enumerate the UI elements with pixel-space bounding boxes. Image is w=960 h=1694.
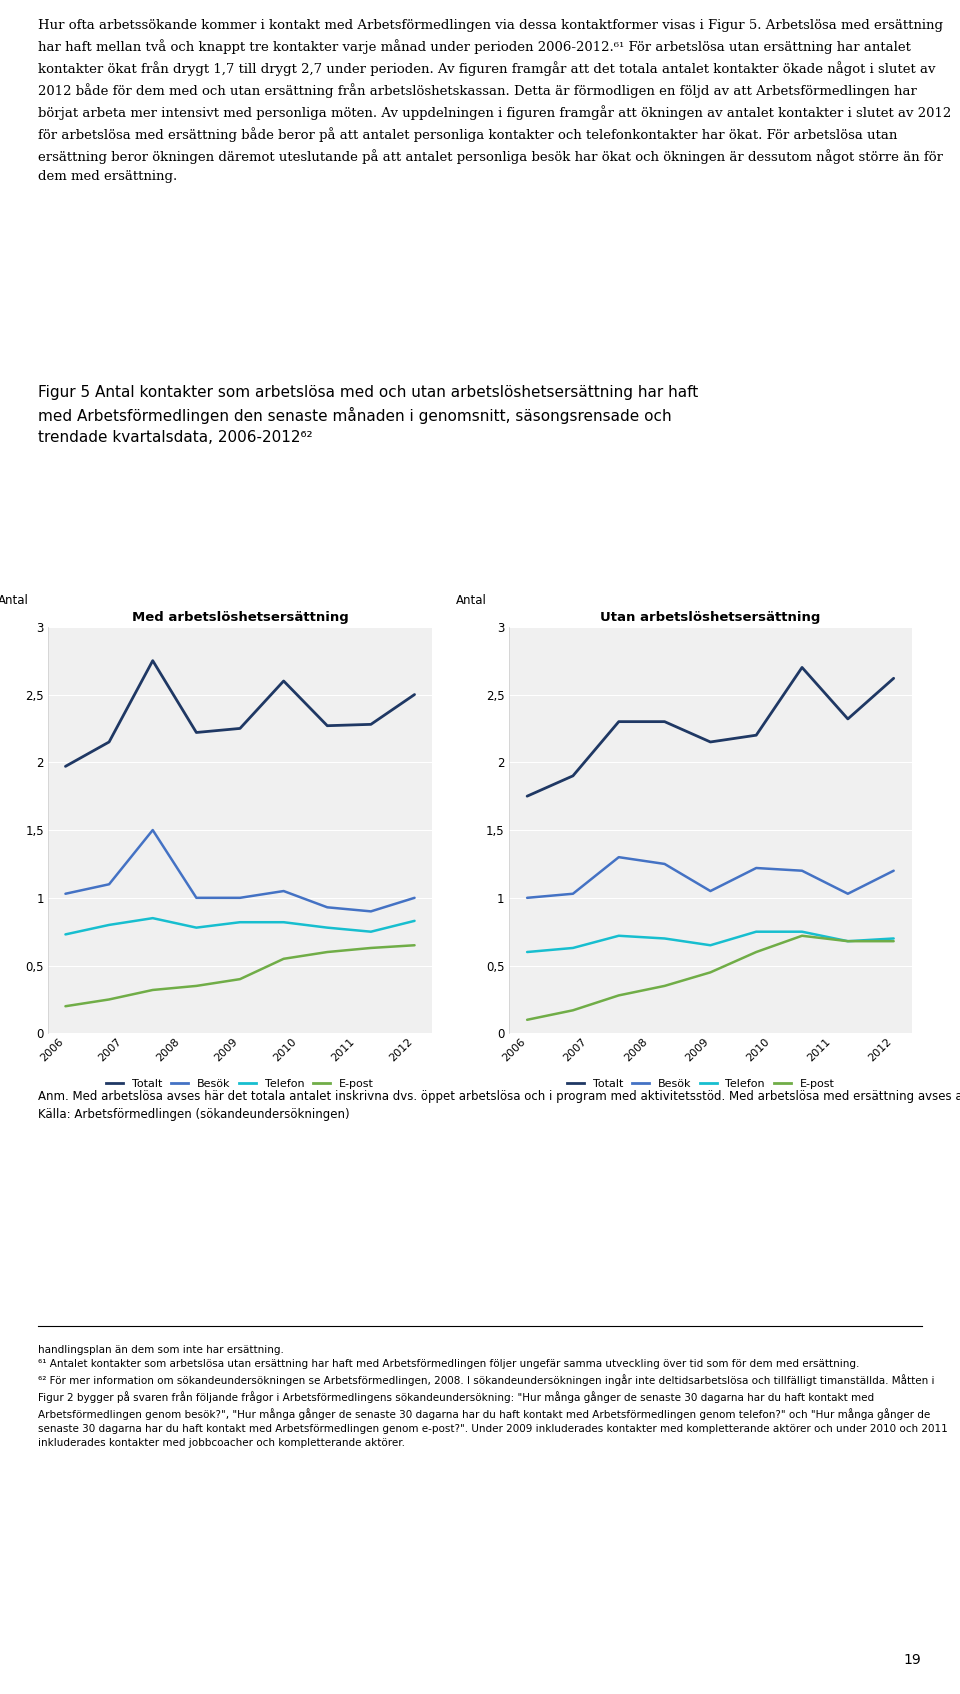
Text: Antal: Antal xyxy=(456,595,488,606)
Legend: Totalt, Besök, Telefon, E-post: Totalt, Besök, Telefon, E-post xyxy=(563,1074,839,1094)
Text: Antal: Antal xyxy=(0,595,29,606)
Text: Hur ofta arbetssökande kommer i kontakt med Arbetsförmedlingen via dessa kontakt: Hur ofta arbetssökande kommer i kontakt … xyxy=(38,19,951,183)
Legend: Totalt, Besök, Telefon, E-post: Totalt, Besök, Telefon, E-post xyxy=(102,1074,378,1094)
Text: Figur 5 Antal kontakter som arbetslösa med och utan arbetslöshetsersättning har : Figur 5 Antal kontakter som arbetslösa m… xyxy=(38,385,699,444)
Text: handlingsplan än dem som inte har ersättning.
⁶¹ Antalet kontakter som arbetslös: handlingsplan än dem som inte har ersätt… xyxy=(38,1345,948,1448)
Text: 19: 19 xyxy=(904,1653,922,1667)
Title: Utan arbetslöshetsersättning: Utan arbetslöshetsersättning xyxy=(600,612,821,623)
Text: Anm. Med arbetslösa avses här det totala antalet inskrivna dvs. öppet arbetslösa: Anm. Med arbetslösa avses här det totala… xyxy=(38,1091,960,1121)
Title: Med arbetslöshetsersättning: Med arbetslöshetsersättning xyxy=(132,612,348,623)
